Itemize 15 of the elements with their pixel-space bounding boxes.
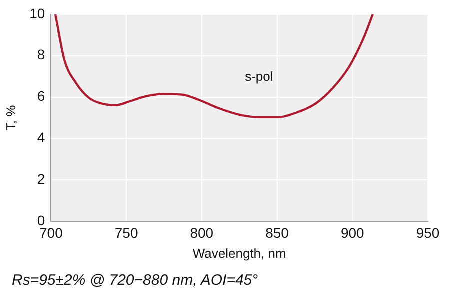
y-axis-title: T, % [3, 104, 18, 131]
y-tick-label: 10 [30, 5, 46, 22]
x-tick-label: 850 [266, 224, 290, 241]
x-tick-label: 800 [190, 224, 214, 241]
x-axis-title: Wavelength, nm [192, 246, 286, 261]
text: Rs=95±2% @ 720−880 nm, AOI=45° [12, 272, 258, 289]
line-series [54, 14, 374, 118]
y-tick-label: 6 [37, 88, 46, 104]
x-tick-label: 750 [114, 224, 138, 241]
x-tick-label: 900 [340, 224, 365, 241]
y-tick-label: 4 [37, 130, 46, 146]
y-tick-label: 8 [37, 46, 46, 63]
y-tick-label: 2 [37, 171, 46, 188]
x-tick-label: 950 [416, 224, 440, 241]
text: s-pol [245, 68, 274, 84]
